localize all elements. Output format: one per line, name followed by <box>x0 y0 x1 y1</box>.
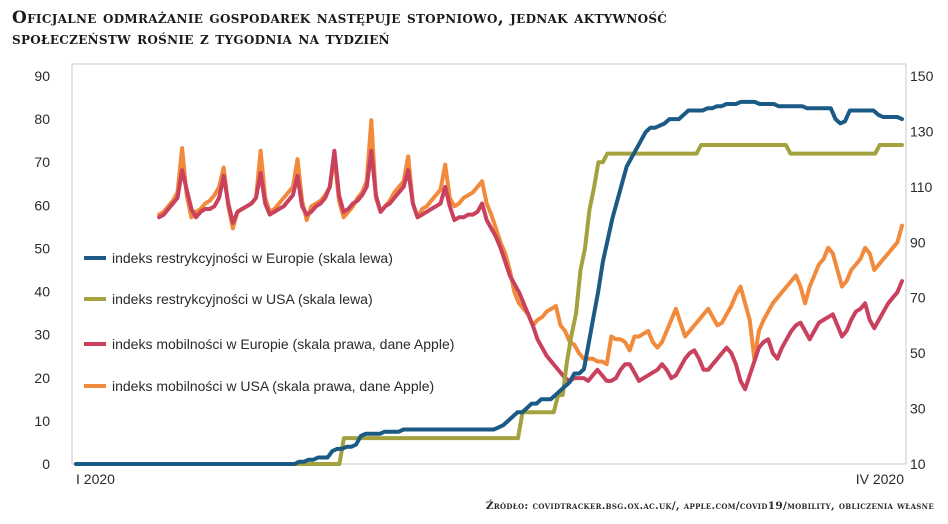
chart-title-line1: Oficjalne odmrażanie gospodarek następuj… <box>12 8 668 28</box>
left-tick-6: 60 <box>34 197 50 213</box>
left-tick-2: 20 <box>34 370 50 386</box>
right-tick-4: 90 <box>910 234 926 250</box>
x-tick-end: IV 2020 <box>856 471 904 487</box>
legend-label-0: indeks restrykcyjności w Europie (skala … <box>112 250 393 266</box>
series-group <box>74 99 904 466</box>
right-tick-1: 30 <box>910 401 926 417</box>
legend: indeks restrykcyjności w Europie (skala … <box>84 250 454 394</box>
legend-label-3: indeks mobilności w USA (skala prawa, da… <box>112 378 434 394</box>
chart-title-line2: społeczeństw rośnie z tygodnia na tydzie… <box>12 29 390 49</box>
left-tick-8: 80 <box>34 111 50 127</box>
right-tick-0: 10 <box>910 456 926 472</box>
source-note: Źródło: covidtracker.bsg.ox.ac.uk/, appl… <box>485 500 934 512</box>
series-line-0 <box>74 99 904 466</box>
left-tick-3: 30 <box>34 327 50 343</box>
x-tick-start: I 2020 <box>76 471 115 487</box>
chart-title: Oficjalne odmrażanie gospodarek następuj… <box>12 8 912 50</box>
right-tick-7: 150 <box>910 68 934 84</box>
legend-label-1: indeks restrykcyjności w USA (skala lewa… <box>112 291 373 307</box>
left-tick-4: 40 <box>34 284 50 300</box>
right-tick-2: 50 <box>910 345 926 361</box>
legend-label-2: indeks mobilności w Europie (skala prawa… <box>112 336 454 352</box>
right-tick-6: 130 <box>910 123 934 139</box>
right-tick-5: 110 <box>910 179 933 195</box>
left-tick-5: 50 <box>34 240 50 256</box>
left-axis: 0 10 20 30 40 50 60 70 80 90 <box>34 68 50 472</box>
right-tick-3: 70 <box>910 290 926 306</box>
left-tick-0: 0 <box>42 456 50 472</box>
right-axis: 10 30 50 70 90 110 130 150 <box>910 68 934 472</box>
left-tick-1: 10 <box>34 413 50 429</box>
series-line-2 <box>157 148 904 392</box>
left-tick-9: 90 <box>34 68 50 84</box>
left-tick-7: 70 <box>34 154 50 170</box>
plot-frame <box>71 63 907 465</box>
series-line-3 <box>157 118 904 367</box>
